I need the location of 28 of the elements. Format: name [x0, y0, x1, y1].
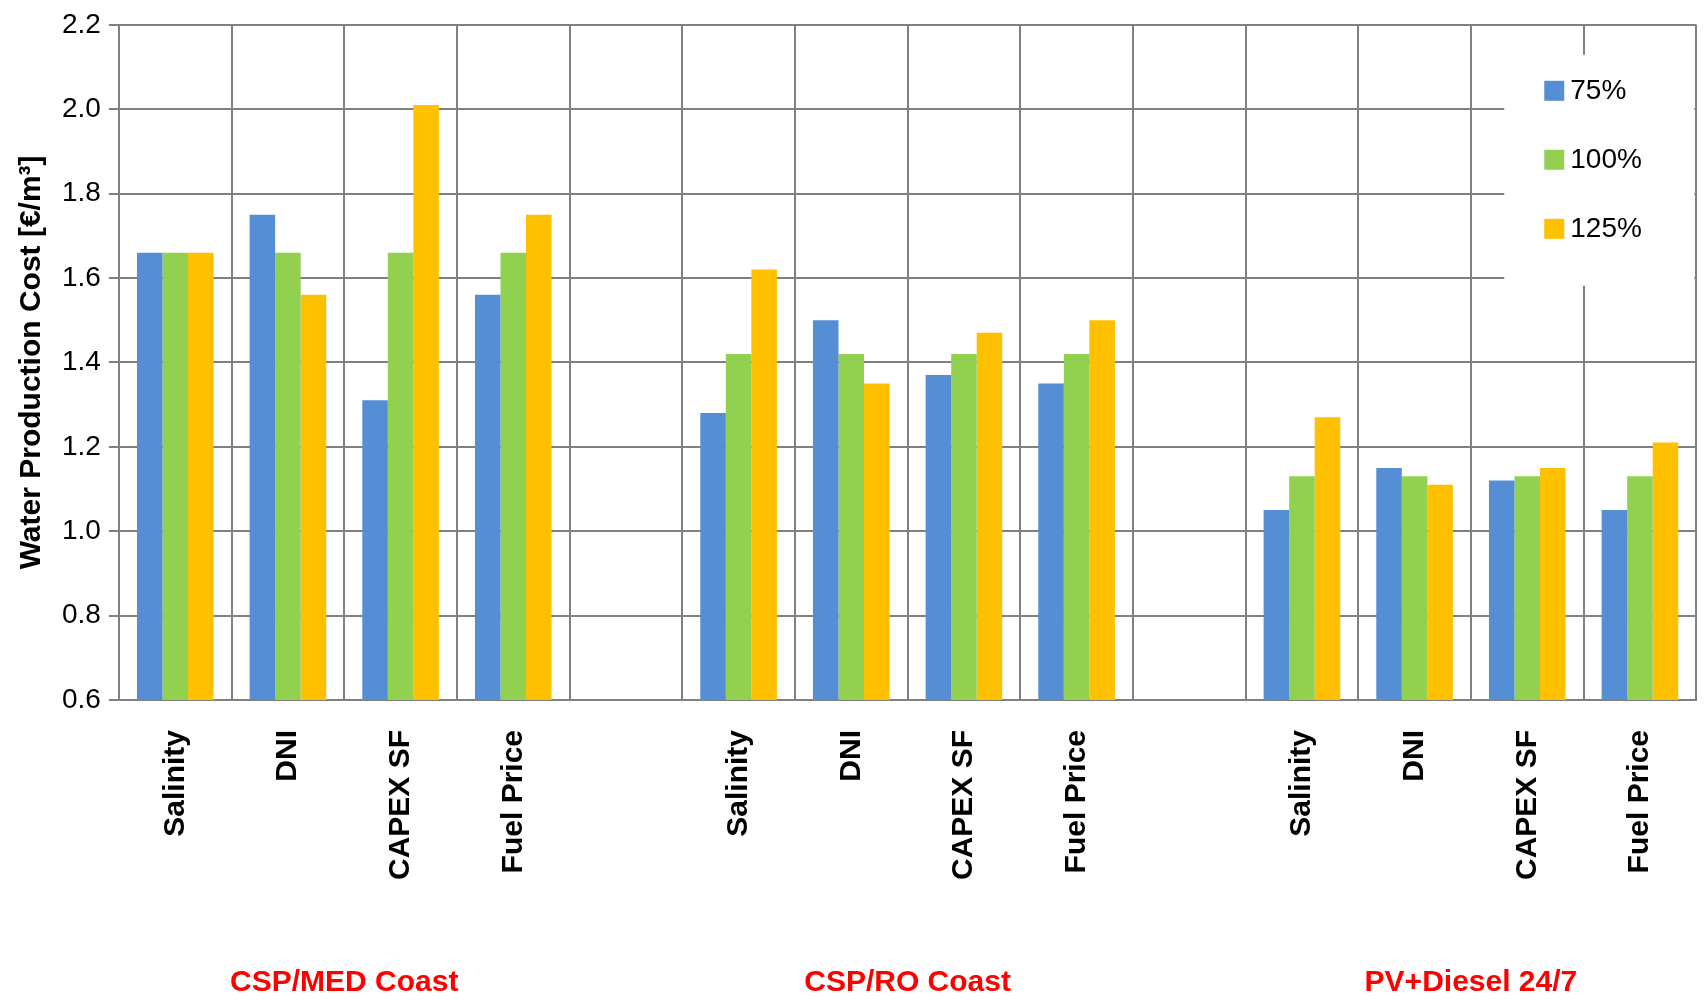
x-tick-label: Salinity	[719, 729, 753, 837]
y-tick-label: 1.4	[61, 345, 101, 377]
x-tick-label: Salinity	[156, 729, 190, 837]
x-tick-label: Fuel Price	[494, 729, 528, 874]
y-tick-label: 1.0	[61, 513, 101, 545]
x-tick-label: Fuel Price	[1057, 729, 1091, 874]
x-tick-label: DNI	[1395, 729, 1429, 782]
x-tick-label: CAPEX SF	[945, 729, 979, 880]
legend-label: 75%	[1570, 73, 1627, 105]
y-tick-label: 1.6	[61, 260, 101, 292]
text: CSP/RO Coast	[804, 964, 1011, 998]
y-tick-label: 0.6	[61, 682, 101, 714]
legend-label: 125%	[1570, 211, 1642, 243]
y-tick-label: 2.0	[61, 91, 101, 123]
y-axis-title: Water Production Cost [€/m³]	[13, 155, 47, 570]
text: CSP/MED Coast	[230, 964, 459, 998]
x-tick-label: DNI	[832, 729, 866, 782]
y-tick-label: 2.2	[61, 7, 101, 39]
x-tick-label: Salinity	[1283, 729, 1317, 837]
x-tick-label: CAPEX SF	[381, 729, 415, 880]
x-tick-label: CAPEX SF	[1508, 729, 1542, 880]
y-tick-label: 0.8	[61, 598, 101, 630]
x-tick-label: DNI	[269, 729, 303, 782]
text: PV+Diesel 24/7	[1364, 964, 1578, 998]
legend-label: 100%	[1570, 142, 1642, 174]
x-tick-label: Fuel Price	[1621, 729, 1655, 874]
y-tick-label: 1.8	[61, 176, 101, 208]
y-tick-label: 1.2	[61, 429, 101, 461]
